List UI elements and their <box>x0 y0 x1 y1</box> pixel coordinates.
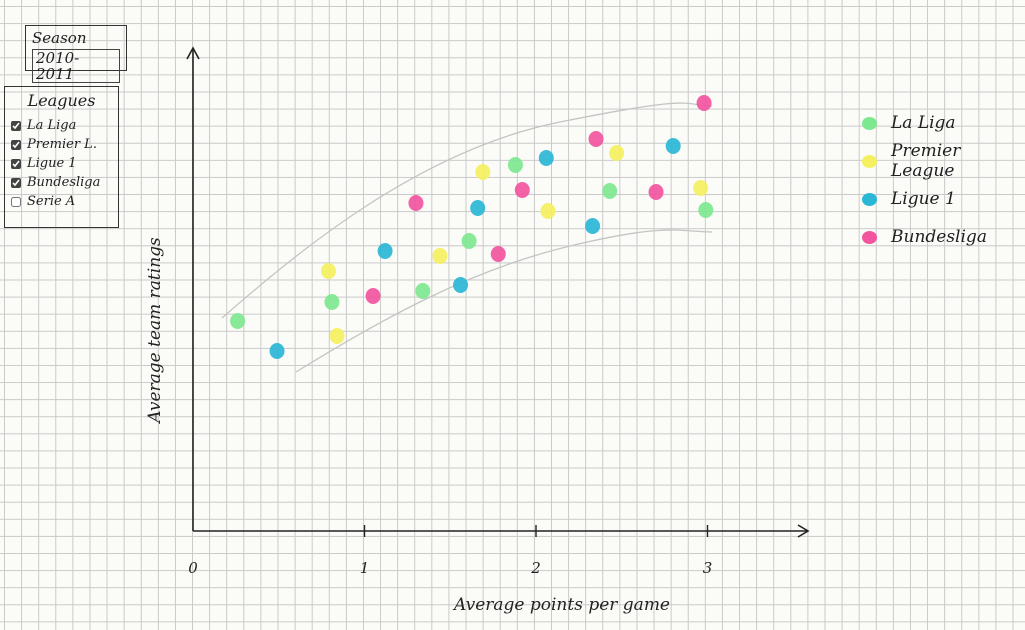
data-point-ligue-1: Ligue 1 <box>585 218 601 234</box>
data-point-bundesliga: Bundesliga <box>588 131 604 147</box>
data-point-la-liga: La Liga <box>507 157 523 173</box>
legend-item-la-liga[interactable]: La Liga <box>862 104 1022 142</box>
y-axis-label: Average team ratings <box>145 237 165 425</box>
league-item-la-liga[interactable]: La Liga <box>11 116 112 135</box>
legend-item-premier-league[interactable]: Premier League <box>862 141 1022 181</box>
legend-label: Ligue 1 <box>891 189 956 209</box>
x-tick-label: 0 <box>188 559 198 577</box>
data-point-premier-league: Premier League <box>329 328 345 344</box>
data-point-bundesliga: Bundesliga <box>408 195 424 211</box>
data-point-ligue-1: Ligue 1 <box>453 277 469 293</box>
league-item-ligue-1[interactable]: Ligue 1 <box>11 154 112 173</box>
legend-label: La Liga <box>891 113 956 133</box>
data-point-ligue-1: Ligue 1 <box>665 138 681 154</box>
y-axis-arrow <box>186 46 200 60</box>
data-point-premier-league: Premier League <box>432 248 448 264</box>
data-point-la-liga: La Liga <box>698 202 714 218</box>
data-point-bundesliga: Bundesliga <box>648 184 664 200</box>
league-label: Bundesliga <box>27 175 101 190</box>
data-point-premier-league: Premier League <box>540 203 556 219</box>
trend-band-upper <box>221 102 713 319</box>
data-point-premier-league: Premier League <box>320 263 336 279</box>
leagues-title: Leagues <box>27 91 96 110</box>
x-axis-label: Average points per game <box>452 595 670 615</box>
season-box[interactable]: Season 2010-2011 <box>25 25 127 83</box>
legend-swatch <box>862 154 877 168</box>
data-point-premier-league: Premier League <box>475 164 491 180</box>
data-point-la-liga: La Liga <box>415 283 431 299</box>
data-point-premier-league: Premier League <box>609 145 625 161</box>
league-item-bundesliga[interactable]: Bundesliga <box>11 173 112 192</box>
legend-label: Premier League <box>891 141 961 181</box>
data-point-la-liga: La Liga <box>324 294 340 310</box>
data-point-ligue-1: Ligue 1 <box>269 343 285 359</box>
data-point-ligue-1: Ligue 1 <box>377 243 393 259</box>
leagues-filter-panel: Leagues La Liga Premier L. Ligue 1 Bunde… <box>4 86 119 228</box>
league-checkbox-serie-a[interactable] <box>11 196 21 207</box>
legend-item-bundesliga[interactable]: Bundesliga <box>862 218 1022 256</box>
x-tick-label: 1 <box>360 559 370 577</box>
x-axis-arrow <box>797 524 810 538</box>
legend-swatch <box>862 116 877 130</box>
season-value: 2010-2011 <box>32 49 120 83</box>
data-point-bundesliga: Bundesliga <box>365 288 381 304</box>
league-checkbox-premier-league[interactable] <box>11 139 21 150</box>
data-point-la-liga: La Liga <box>461 233 477 249</box>
league-checkbox-bundesliga[interactable] <box>11 177 21 188</box>
league-checkbox-ligue-1[interactable] <box>11 158 21 169</box>
legend-swatch <box>862 230 877 244</box>
league-item-serie-a[interactable]: Serie A <box>11 192 112 211</box>
league-checkbox-la-liga[interactable] <box>11 120 21 131</box>
data-point-ligue-1: Ligue 1 <box>538 150 554 166</box>
data-point-premier-league: Premier League <box>693 180 709 196</box>
x-tick-label: 3 <box>703 559 713 577</box>
x-tick-label: 2 <box>530 559 541 577</box>
league-label: La Liga <box>27 118 77 133</box>
league-label: Ligue 1 <box>27 156 77 171</box>
data-point-bundesliga: Bundesliga <box>490 246 506 262</box>
data-point-bundesliga: Bundesliga <box>514 182 530 198</box>
data-point-bundesliga: Bundesliga <box>696 95 712 111</box>
data-point-ligue-1: Ligue 1 <box>470 200 486 216</box>
data-point-la-liga: La Liga <box>602 183 618 199</box>
league-label: Serie A <box>27 194 76 209</box>
season-label: Season <box>32 29 87 47</box>
data-point-la-liga: La Liga <box>230 313 246 329</box>
legend-item-ligue-1[interactable]: Ligue 1 <box>862 180 1022 218</box>
trend-band-lower <box>295 229 713 373</box>
legend-swatch <box>862 192 877 206</box>
league-item-premier-league[interactable]: Premier L. <box>11 135 112 154</box>
league-label: Premier L. <box>27 137 97 152</box>
chart-legend: La Liga Premier League Ligue 1 Bundeslig… <box>862 104 1022 256</box>
legend-label: Bundesliga <box>891 227 987 247</box>
